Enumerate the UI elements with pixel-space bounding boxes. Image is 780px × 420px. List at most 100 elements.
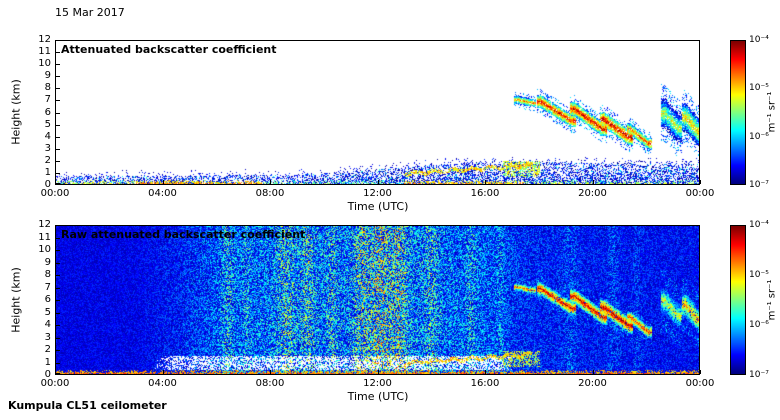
y-tick-mark xyxy=(56,300,60,301)
x-tick-mark xyxy=(485,180,486,184)
panel-title-attenuated: Attenuated backscatter coefficient xyxy=(61,43,277,56)
x-tick-mark xyxy=(55,370,56,374)
y-tick-mark xyxy=(56,52,60,54)
y-tick-label: 10 xyxy=(38,58,51,70)
x-tick-label: 12:00 xyxy=(363,378,392,389)
y-tick-mark xyxy=(56,76,60,78)
y-tick-label: 6 xyxy=(44,294,51,305)
colorbar-tick-label: 10⁻⁴ xyxy=(749,35,769,45)
colorbar-tick-label: 10⁻⁶ xyxy=(749,320,769,330)
y-tick-mark xyxy=(56,287,60,289)
instrument-label: Kumpula CL51 ceilometer xyxy=(8,399,167,412)
y-tick-label: 0 xyxy=(44,369,51,380)
y-tick-mark xyxy=(56,160,60,162)
y-tick-label: 1 xyxy=(44,166,51,178)
x-tick-mark xyxy=(485,370,486,374)
y-tick-label: 4 xyxy=(44,130,51,142)
y-tick-mark xyxy=(56,136,60,138)
x-tick-mark xyxy=(700,180,701,184)
y-tick-label: 1 xyxy=(44,356,51,368)
y-tick-label: 5 xyxy=(44,118,51,130)
x-tick-label: 20:00 xyxy=(578,188,607,199)
y-tick-label: 9 xyxy=(44,256,51,268)
y-tick-label: 8 xyxy=(44,82,51,94)
y-tick-label: 2 xyxy=(44,344,51,355)
y-tick-mark xyxy=(56,237,60,239)
y-tick-label: 3 xyxy=(44,331,51,343)
colorbar-tick-label: 10⁻⁴ xyxy=(749,220,769,230)
y-tick-mark xyxy=(56,172,60,174)
x-tick-label: 12:00 xyxy=(363,188,392,199)
x-tick-label: 08:00 xyxy=(255,378,285,389)
plot-area-raw: Raw attenuated backscatter coefficient xyxy=(55,225,700,375)
y-tick-label: 5 xyxy=(44,306,51,318)
y-tick-mark xyxy=(56,325,60,326)
y-tick-label: 6 xyxy=(44,106,51,118)
x-tick-label: 00:00 xyxy=(685,188,715,199)
colorbar-tick-label: 10⁻⁶ xyxy=(749,131,769,142)
y-tick-mark xyxy=(56,312,60,314)
x-tick-mark xyxy=(55,180,56,184)
colorbar-tick-label: 10⁻⁵ xyxy=(749,270,769,280)
x-tick-label: 04:00 xyxy=(148,188,177,199)
x-tick-label: 16:00 xyxy=(470,188,500,199)
y-tick-label: 11 xyxy=(38,231,51,243)
x-tick-mark xyxy=(162,370,164,374)
x-tick-mark xyxy=(162,180,164,184)
y-tick-label: 7 xyxy=(44,94,51,106)
y-tick-label: 7 xyxy=(44,281,51,293)
y-tick-label: 10 xyxy=(38,244,51,255)
x-tick-mark xyxy=(270,180,271,184)
y-tick-mark xyxy=(56,350,60,351)
y-tick-label: 4 xyxy=(44,319,51,330)
x-tick-mark xyxy=(377,370,379,374)
y-tick-mark xyxy=(56,362,60,364)
y-tick-mark xyxy=(56,183,60,184)
colorbar-canvas-1 xyxy=(730,40,746,185)
colorbar-unit-label-2: m⁻¹ sr⁻¹ xyxy=(766,279,778,321)
colorbar-tick-label: 10⁻⁷ xyxy=(749,180,769,190)
x-tick-label: 00:00 xyxy=(40,378,70,389)
y-tick-label: 2 xyxy=(44,154,51,166)
x-tick-mark xyxy=(700,370,701,374)
y-tick-mark xyxy=(56,100,60,102)
x-tick-label: 16:00 xyxy=(470,378,500,389)
x-tick-label: 20:00 xyxy=(578,378,607,389)
colorbar-tick-label: 10⁻⁵ xyxy=(749,83,769,94)
y-axis-label-2: Height (km) xyxy=(9,267,23,333)
y-tick-label: 11 xyxy=(38,46,51,58)
y-tick-label: 9 xyxy=(44,70,51,82)
y-tick-mark xyxy=(56,40,60,41)
y-tick-mark xyxy=(56,262,60,264)
panel-title-raw: Raw attenuated backscatter coefficient xyxy=(61,228,306,241)
x-axis-label-2: Time (UTC) xyxy=(347,390,409,403)
x-tick-mark xyxy=(592,180,594,184)
colorbar-canvas-2 xyxy=(730,225,746,375)
y-tick-label: 12 xyxy=(38,34,51,45)
y-tick-mark xyxy=(56,112,60,114)
colorbar-tick-label: 10⁻⁷ xyxy=(749,370,769,380)
y-tick-mark xyxy=(56,373,60,374)
y-tick-mark xyxy=(56,148,60,150)
x-tick-label: 04:00 xyxy=(148,378,177,389)
y-axis-label-1: Height (km) xyxy=(9,79,23,145)
x-tick-mark xyxy=(270,370,271,374)
y-tick-mark xyxy=(56,337,60,339)
y-tick-mark xyxy=(56,88,60,90)
plot-area-attenuated: Attenuated backscatter coefficient xyxy=(55,40,700,185)
x-tick-label: 00:00 xyxy=(40,188,70,199)
y-tick-label: 12 xyxy=(38,219,51,230)
x-tick-mark xyxy=(377,180,379,184)
x-tick-mark xyxy=(592,370,594,374)
heatmap-canvas-attenuated xyxy=(56,41,699,184)
date-label: 15 Mar 2017 xyxy=(55,6,125,19)
y-tick-mark xyxy=(56,225,60,226)
y-tick-mark xyxy=(56,124,60,126)
y-tick-mark xyxy=(56,250,60,251)
y-tick-label: 8 xyxy=(44,269,51,280)
y-tick-mark xyxy=(56,64,60,66)
x-tick-label: 08:00 xyxy=(255,188,285,199)
x-axis-label-1: Time (UTC) xyxy=(347,200,409,213)
y-tick-label: 0 xyxy=(44,179,51,190)
